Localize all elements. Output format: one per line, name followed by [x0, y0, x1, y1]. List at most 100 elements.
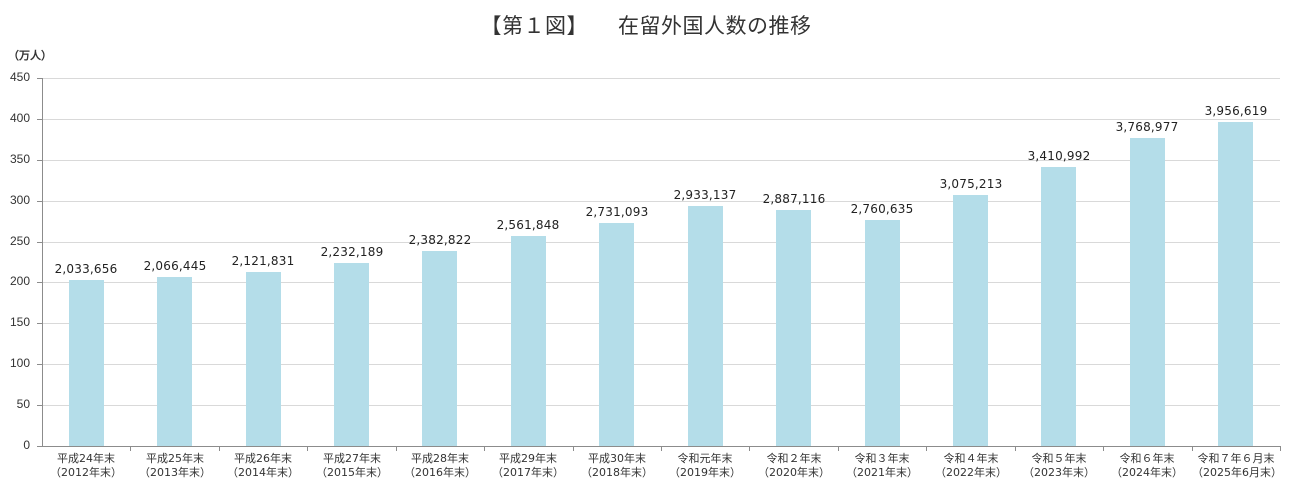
- y-tick-label: 200: [9, 274, 30, 288]
- x-label-line1: 平成30年末: [588, 452, 646, 465]
- x-label-line1: 平成27年末: [323, 452, 381, 465]
- bar: [688, 206, 723, 446]
- bar: [953, 195, 988, 446]
- data-label: 3,075,213: [939, 177, 1003, 191]
- x-label-line1: 平成28年末: [411, 452, 469, 465]
- x-label-line2: （2015年末）: [316, 466, 388, 479]
- x-label-line2: （2014年末）: [227, 466, 299, 479]
- y-axis-unit-label: （万人）: [8, 49, 52, 62]
- data-label: 2,933,137: [673, 188, 737, 202]
- x-label-line2: （2023年末）: [1023, 466, 1095, 479]
- x-axis-label: 令和５年末 （2023年末）: [1015, 452, 1103, 480]
- x-tick-mark: [838, 446, 839, 451]
- x-label-line2: （2017年末）: [492, 466, 564, 479]
- x-axis-label: 平成26年末 （2014年末）: [219, 452, 307, 480]
- x-label-line2: （2022年末）: [935, 466, 1007, 479]
- x-label-line2: （2020年末）: [758, 466, 830, 479]
- x-tick-mark: [396, 446, 397, 451]
- x-axis-label: 平成27年末 （2015年末）: [308, 452, 396, 480]
- gridline: [42, 405, 1280, 406]
- x-tick-mark: [1192, 446, 1193, 451]
- x-axis-label: 令和６年末 （2024年末）: [1103, 452, 1191, 480]
- x-label-line1: 令和６年末: [1119, 452, 1175, 465]
- bar: [1218, 122, 1253, 446]
- x-label-line1: 平成26年末: [234, 452, 292, 465]
- x-tick-mark: [1103, 446, 1104, 451]
- x-label-line2: （2012年末）: [50, 466, 122, 479]
- y-tick-label: 300: [9, 193, 30, 207]
- data-label: 2,066,445: [143, 259, 207, 273]
- x-tick-mark: [661, 446, 662, 451]
- x-label-line1: 令和５年末: [1031, 452, 1087, 465]
- data-label: 3,768,977: [1115, 120, 1179, 134]
- x-label-line2: （2018年末）: [581, 466, 653, 479]
- gridline: [42, 201, 1280, 202]
- chart-title: 【第１図】 在留外国人数の推移: [0, 10, 1292, 40]
- x-axis-label: 令和元年末 （2019年末）: [661, 452, 749, 480]
- x-label-line2: （2013年末）: [139, 466, 211, 479]
- x-axis: [37, 446, 1280, 447]
- y-tick-mark: [37, 242, 42, 243]
- x-tick-mark: [130, 446, 131, 451]
- bar: [422, 251, 457, 446]
- data-label: 2,887,116: [762, 192, 826, 206]
- data-label: 3,410,992: [1027, 149, 1091, 163]
- x-label-line2: （2021年末）: [846, 466, 918, 479]
- bar: [776, 210, 811, 446]
- x-label-line2: （2016年末）: [404, 466, 476, 479]
- gridline: [42, 160, 1280, 161]
- data-label: 2,232,189: [320, 245, 384, 259]
- bar: [69, 280, 104, 446]
- x-tick-mark: [573, 446, 574, 451]
- x-tick-mark: [1015, 446, 1016, 451]
- y-tick-mark: [37, 282, 42, 283]
- x-label-line2: （2024年末）: [1111, 466, 1183, 479]
- bar: [157, 277, 192, 446]
- gridline: [42, 78, 1280, 79]
- x-label-line1: 令和３年末: [854, 452, 910, 465]
- bar: [1041, 167, 1076, 446]
- x-axis-label: 令和２年末 （2020年末）: [750, 452, 838, 480]
- data-label: 2,760,635: [850, 202, 914, 216]
- x-label-line1: 平成25年末: [146, 452, 204, 465]
- y-axis: [42, 78, 43, 447]
- gridline: [42, 282, 1280, 283]
- x-tick-mark: [484, 446, 485, 451]
- x-label-line1: 令和元年末: [677, 452, 733, 465]
- y-tick-mark: [37, 364, 42, 365]
- chart-title-text: 在留外国人数の推移: [618, 14, 812, 38]
- bar: [599, 223, 634, 446]
- y-tick-label: 450: [9, 70, 30, 84]
- x-tick-mark: [749, 446, 750, 451]
- y-tick-label: 0: [23, 438, 30, 452]
- x-tick-mark: [1280, 446, 1281, 451]
- data-label: 2,561,848: [496, 218, 560, 232]
- x-axis-label: 令和７年６月末 （2025年6月末）: [1192, 452, 1282, 480]
- y-tick-label: 50: [16, 397, 30, 411]
- x-axis-label: 平成30年末 （2018年末）: [573, 452, 661, 480]
- x-label-line1: 令和４年末: [943, 452, 999, 465]
- y-tick-mark: [37, 323, 42, 324]
- figure-number: 【第１図】: [480, 14, 588, 38]
- x-axis-label: 平成28年末 （2016年末）: [396, 452, 484, 480]
- y-tick-mark: [37, 160, 42, 161]
- y-tick-mark: [37, 201, 42, 202]
- y-tick-label: 400: [9, 111, 30, 125]
- bar: [1130, 138, 1165, 446]
- x-tick-mark: [307, 446, 308, 451]
- y-tick-label: 100: [9, 356, 30, 370]
- data-label: 2,731,093: [585, 205, 649, 219]
- bar: [334, 263, 369, 446]
- data-label: 2,121,831: [231, 254, 295, 268]
- x-label-line1: 令和７年６月末: [1197, 452, 1275, 465]
- y-tick-mark: [37, 119, 42, 120]
- x-axis-label: 令和４年末 （2022年末）: [927, 452, 1015, 480]
- x-label-line1: 令和２年末: [766, 452, 822, 465]
- y-tick-mark: [37, 405, 42, 406]
- x-label-line2: （2025年6月末）: [1192, 466, 1282, 479]
- data-label: 3,956,619: [1204, 104, 1268, 118]
- y-tick-label: 250: [9, 234, 30, 248]
- y-tick-label: 350: [9, 152, 30, 166]
- x-axis-label: 平成24年末 （2012年末）: [42, 452, 130, 480]
- x-label-line1: 平成29年末: [499, 452, 557, 465]
